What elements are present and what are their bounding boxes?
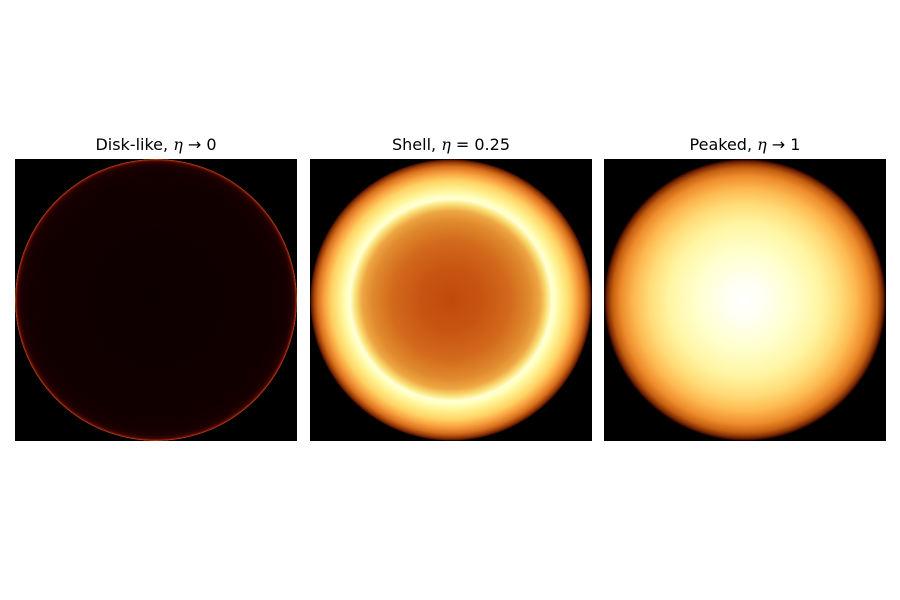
panel-title: Peaked, η → 1	[604, 132, 886, 158]
title-value: 0	[206, 135, 217, 154]
title-value: 0.25	[474, 135, 510, 154]
panel-title: Disk-like, η → 0	[15, 132, 297, 158]
title-prefix: Peaked,	[689, 135, 758, 154]
intensity-disk	[310, 159, 592, 441]
eta-symbol: η	[757, 135, 767, 154]
title-prefix: Shell,	[392, 135, 442, 154]
panel-title: Shell, η = 0.25	[310, 132, 592, 158]
eta-symbol: η	[173, 135, 183, 154]
heatmap-image	[310, 159, 592, 441]
heatmap-image	[604, 159, 886, 441]
title-relation: =	[450, 135, 475, 154]
heatmap-image	[15, 159, 297, 441]
title-relation: →	[766, 135, 791, 154]
intensity-disk	[604, 159, 886, 441]
intensity-disk	[15, 159, 297, 441]
title-relation: →	[182, 135, 207, 154]
title-value: 1	[790, 135, 801, 154]
eta-symbol: η	[441, 135, 451, 154]
title-prefix: Disk-like,	[95, 135, 174, 154]
